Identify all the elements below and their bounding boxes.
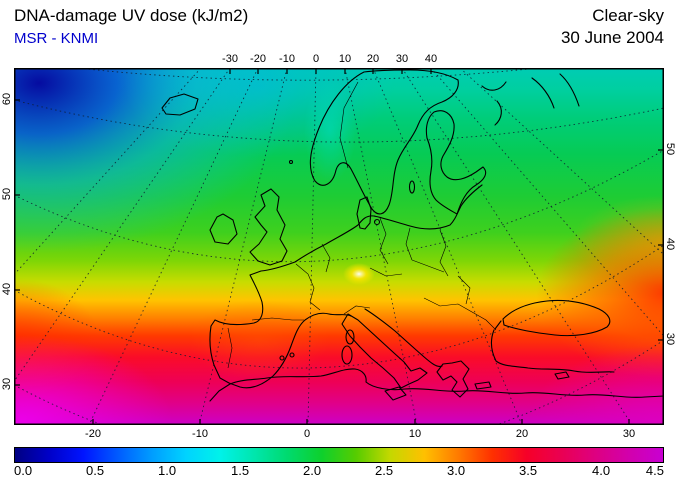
lon-label-top: 10 <box>338 53 352 65</box>
lat-label-right: 30 <box>664 332 676 346</box>
lon-label-top: -20 <box>250 53 266 65</box>
lon-label-bottom: 20 <box>515 428 529 440</box>
southwest-magenta-region <box>14 335 172 425</box>
lat-label-left: 30 <box>1 377 13 391</box>
lon-label-bottom: -20 <box>85 428 101 440</box>
lon-label-top: 40 <box>424 53 438 65</box>
colorbar-label: 3.5 <box>519 463 538 478</box>
lon-label-bottom: 0 <box>303 428 311 440</box>
lat-label-left: 40 <box>1 282 13 296</box>
lon-label-bottom: 10 <box>408 428 422 440</box>
caspian-orange-region <box>571 195 664 285</box>
lon-label-top: -10 <box>279 53 295 65</box>
page-title: DNA-damage UV dose (kJ/m2) <box>14 6 249 25</box>
colorbar-label: 1.0 <box>158 463 177 478</box>
colorbar-label: 3.0 <box>447 463 466 478</box>
lat-label-right: 50 <box>664 142 676 156</box>
lat-label-right: 40 <box>664 237 676 251</box>
condition-label: Clear-sky <box>592 6 664 25</box>
colorbar-label: 2.0 <box>303 463 322 478</box>
colorbar-label: 2.5 <box>375 463 394 478</box>
lon-label-top: 0 <box>312 53 320 65</box>
colorbar-label: 4.5 <box>645 463 664 478</box>
alps-bright-spot <box>343 263 375 285</box>
lon-label-bottom: -10 <box>192 428 208 440</box>
colorbar <box>14 447 664 463</box>
date-label: 30 June 2004 <box>560 28 664 47</box>
lat-label-left: 50 <box>1 187 13 201</box>
colorbar-label: 1.5 <box>231 463 250 478</box>
lon-label-top: 20 <box>366 53 380 65</box>
colorbar-label: 0.0 <box>14 463 33 478</box>
source-label: MSR - KNMI <box>14 30 99 47</box>
lat-label-left: 60 <box>1 92 13 106</box>
scandes-region <box>304 78 356 182</box>
lon-label-top: 30 <box>395 53 409 65</box>
map-frame-border <box>14 68 664 425</box>
colorbar-label: 0.5 <box>86 463 105 478</box>
colorbar-label: 4.0 <box>592 463 611 478</box>
southeast-magenta-region <box>529 345 664 425</box>
map-panel <box>14 68 664 425</box>
country-borders <box>227 81 497 369</box>
lon-label-bottom: 30 <box>622 428 636 440</box>
lon-label-top: -30 <box>222 53 238 65</box>
europe-uv-map <box>14 68 664 425</box>
coastlines <box>161 69 664 402</box>
